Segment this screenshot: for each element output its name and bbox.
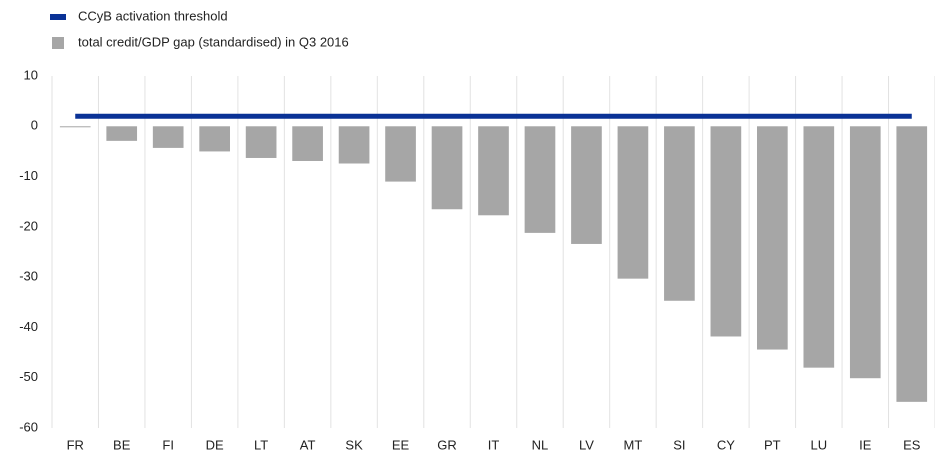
legend-label: CCyB activation threshold: [78, 8, 228, 23]
x-tick-label: FR: [67, 437, 84, 452]
legend-swatch: [50, 14, 66, 20]
bar: [385, 126, 416, 182]
x-tick-label: AT: [300, 437, 316, 452]
bar: [431, 126, 463, 210]
bar: [292, 126, 323, 161]
x-tick-label: LT: [254, 437, 268, 452]
bar: [617, 126, 649, 279]
bar: [524, 126, 556, 233]
x-tick-label: SK: [345, 437, 363, 452]
bar: [106, 126, 138, 141]
x-tick-label: EE: [392, 437, 410, 452]
y-tick-label: 0: [31, 118, 38, 133]
bar: [59, 126, 91, 128]
x-tick-label: NL: [532, 437, 549, 452]
x-tick-label: IE: [859, 437, 872, 452]
y-tick-label: -60: [19, 419, 38, 434]
bar: [896, 126, 928, 402]
y-tick-label: -30: [19, 269, 38, 284]
bar: [849, 126, 881, 379]
x-tick-label: IT: [488, 437, 500, 452]
y-tick-label: 10: [24, 67, 38, 82]
y-tick-label: -40: [19, 319, 38, 334]
x-tick-label: MT: [624, 437, 643, 452]
y-tick-label: -50: [19, 369, 38, 384]
x-tick-label: CY: [717, 437, 735, 452]
x-tick-label: LU: [811, 437, 828, 452]
bar: [803, 126, 835, 368]
bar: [478, 126, 509, 216]
bar: [199, 126, 230, 152]
legend-swatch: [52, 37, 64, 49]
x-tick-label: PT: [764, 437, 781, 452]
bar: [338, 126, 370, 164]
y-tick-label: -10: [19, 168, 38, 183]
bar: [664, 126, 695, 301]
bar: [757, 126, 788, 350]
x-tick-label: DE: [206, 437, 224, 452]
bar: [245, 126, 277, 158]
x-tick-label: FI: [162, 437, 174, 452]
x-tick-label: GR: [437, 437, 457, 452]
x-tick-label: BE: [113, 437, 131, 452]
y-tick-label: -20: [19, 218, 38, 233]
bar: [571, 126, 602, 244]
x-tick-label: SI: [673, 437, 685, 452]
legend-label: total credit/GDP gap (standardised) in Q…: [78, 34, 349, 49]
bar: [710, 126, 742, 337]
bar: [152, 126, 184, 148]
x-tick-label: LV: [579, 437, 594, 452]
x-tick-label: ES: [903, 437, 921, 452]
